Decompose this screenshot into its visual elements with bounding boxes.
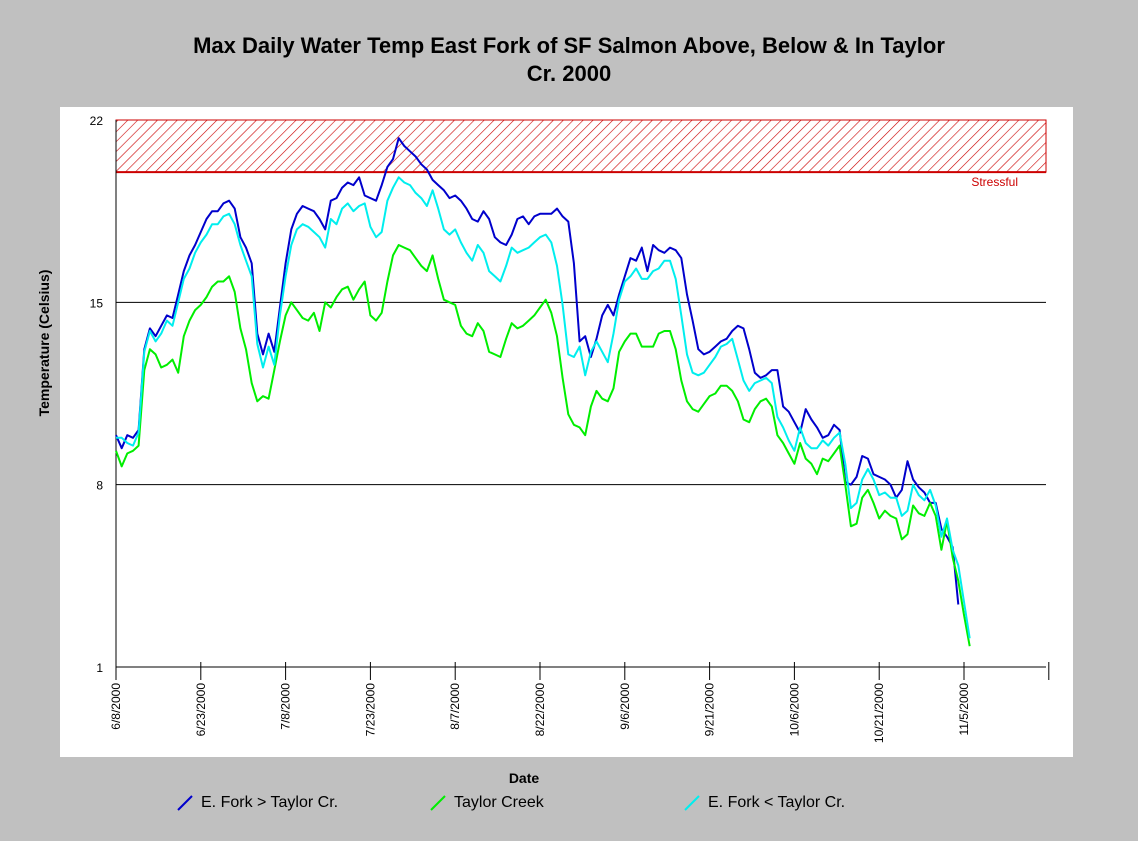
x-tick-label: 11/5/2000 — [957, 683, 971, 736]
legend-swatch-icon — [430, 795, 446, 811]
x-tick-label: 6/8/2000 — [109, 683, 123, 730]
series-line-2 — [116, 176, 971, 639]
chart-title-line1: Max Daily Water Temp East Fork of SF Sal… — [193, 33, 945, 58]
legend-item-efork-above: E. Fork > Taylor Cr. — [177, 792, 338, 814]
x-tick-label: 7/8/2000 — [279, 683, 293, 730]
x-tick-label: 7/23/2000 — [363, 683, 377, 737]
threshold-band — [115, 119, 1047, 173]
y-tick-label: 8 — [96, 479, 103, 493]
x-tick-label: 6/23/2000 — [194, 683, 208, 737]
legend-label: E. Fork > Taylor Cr. — [201, 794, 339, 811]
threshold-label: Stressful — [971, 175, 1018, 189]
legend-item-taylor-creek: Taylor Creek — [430, 792, 544, 814]
x-tick-label: 8/7/2000 — [448, 683, 462, 730]
y-tick-label: 1 — [96, 661, 103, 675]
x-tick-label: 9/6/2000 — [618, 683, 632, 730]
series-line-1 — [115, 244, 971, 647]
legend-swatch-icon — [684, 795, 700, 811]
y-tick-label: 15 — [90, 296, 104, 310]
x-tick-label: 10/6/2000 — [787, 683, 801, 737]
legend-item-efork-below: E. Fork < Taylor Cr. — [684, 792, 845, 814]
x-tick-label: 10/21/2000 — [872, 683, 886, 743]
chart-title-line2: Cr. 2000 — [526, 61, 612, 86]
x-tick-label: 9/21/2000 — [703, 683, 717, 737]
y-tick-label: 22 — [90, 114, 104, 128]
legend-label: E. Fork < Taylor Cr. — [708, 794, 846, 811]
plot-background — [60, 107, 1073, 757]
legend-label: Taylor Creek — [454, 794, 544, 811]
x-tick-label: 8/22/2000 — [533, 683, 547, 737]
x-axis-label: Date — [508, 770, 540, 786]
legend-swatch-icon — [177, 795, 193, 811]
